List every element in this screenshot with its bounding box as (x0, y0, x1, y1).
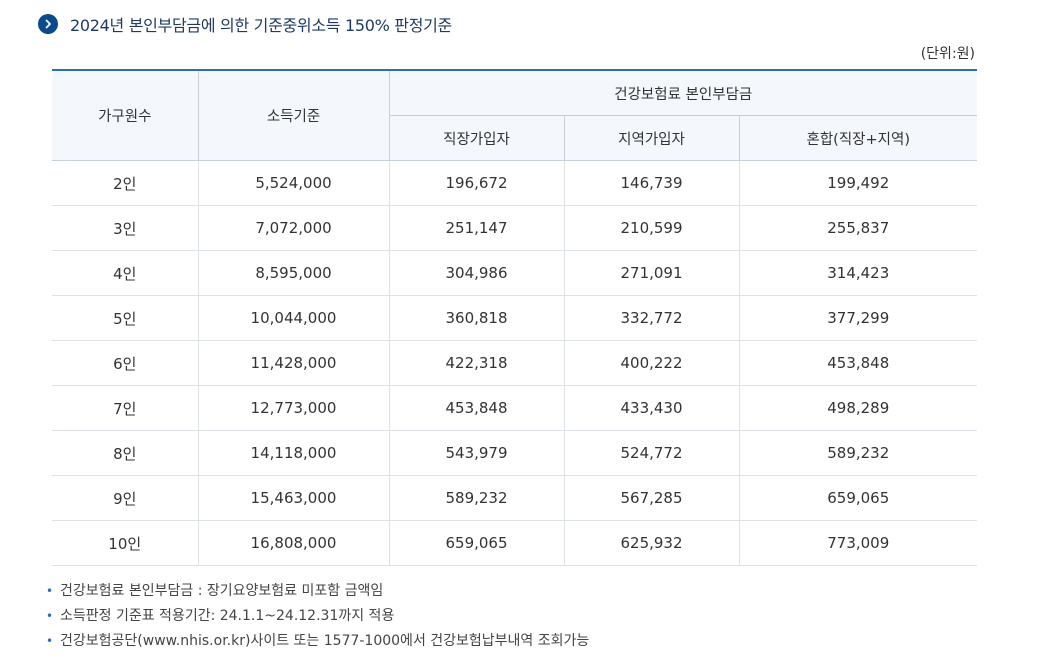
list-item: • 건강보험공단(www.nhis.or.kr)사이트 또는 1577-1000… (46, 631, 589, 656)
cell-employee: 543,979 (389, 430, 565, 476)
cell-employee: 251,147 (389, 205, 565, 251)
table-row: 5인 10,044,000 360,818 332,772 377,299 (52, 295, 977, 341)
cell-mixed: 314,423 (739, 250, 977, 296)
table-row: 8인 14,118,000 543,979 524,772 589,232 (52, 430, 977, 476)
cell-household: 8인 (52, 430, 199, 476)
section-heading: 2024년 본인부담금에 의한 기준중위소득 150% 판정기준 (38, 12, 452, 36)
table-row: 10인 16,808,000 659,065 625,932 773,009 (52, 520, 977, 566)
unit-label: (단위:원) (920, 46, 975, 62)
note-text: 소득판정 기준표 적용기간: 24.1.1~24.12.31까지 적용 (60, 608, 395, 624)
bullet-icon: • (46, 584, 54, 598)
header-regional: 지역가입자 (564, 115, 740, 161)
bullet-icon: • (46, 609, 54, 623)
cell-regional: 400,222 (564, 340, 740, 386)
header-income: 소득기준 (198, 69, 390, 161)
cell-household: 10인 (52, 520, 199, 566)
table-row: 2인 5,524,000 196,672 146,739 199,492 (52, 160, 977, 206)
cell-income: 15,463,000 (198, 475, 390, 521)
cell-mixed: 199,492 (739, 160, 977, 206)
cell-regional: 146,739 (564, 160, 740, 206)
cell-household: 4인 (52, 250, 199, 296)
cell-regional: 271,091 (564, 250, 740, 296)
header-employee: 직장가입자 (389, 115, 565, 161)
cell-regional: 524,772 (564, 430, 740, 476)
cell-income: 14,118,000 (198, 430, 390, 476)
note-text: 건강보험료 본인부담금 : 장기요양보험료 미포함 금액임 (60, 583, 384, 599)
cell-household: 7인 (52, 385, 199, 431)
chevron-right-icon (38, 14, 58, 34)
table-row: 7인 12,773,000 453,848 433,430 498,289 (52, 385, 977, 431)
cell-regional: 567,285 (564, 475, 740, 521)
cell-employee: 360,818 (389, 295, 565, 341)
notes-list: • 건강보험료 본인부담금 : 장기요양보험료 미포함 금액임 • 소득판정 기… (46, 581, 589, 656)
income-criteria-table: 가구원수 소득기준 건강보험료 본인부담금 직장가입자 지역가입자 혼합(직장+… (52, 69, 977, 566)
list-item: • 소득판정 기준표 적용기간: 24.1.1~24.12.31까지 적용 (46, 606, 589, 631)
cell-regional: 433,430 (564, 385, 740, 431)
table-row: 3인 7,072,000 251,147 210,599 255,837 (52, 205, 977, 251)
cell-household: 9인 (52, 475, 199, 521)
cell-mixed: 773,009 (739, 520, 977, 566)
table-row: 9인 15,463,000 589,232 567,285 659,065 (52, 475, 977, 521)
cell-household: 3인 (52, 205, 199, 251)
cell-income: 7,072,000 (198, 205, 390, 251)
cell-mixed: 498,289 (739, 385, 977, 431)
cell-employee: 589,232 (389, 475, 565, 521)
cell-household: 5인 (52, 295, 199, 341)
cell-employee: 453,848 (389, 385, 565, 431)
list-item: • 건강보험료 본인부담금 : 장기요양보험료 미포함 금액임 (46, 581, 589, 606)
cell-regional: 210,599 (564, 205, 740, 251)
cell-income: 8,595,000 (198, 250, 390, 296)
cell-mixed: 659,065 (739, 475, 977, 521)
cell-income: 16,808,000 (198, 520, 390, 566)
cell-employee: 422,318 (389, 340, 565, 386)
cell-employee: 304,986 (389, 250, 565, 296)
cell-income: 12,773,000 (198, 385, 390, 431)
header-household: 가구원수 (52, 69, 199, 161)
bullet-icon: • (46, 634, 54, 648)
cell-income: 10,044,000 (198, 295, 390, 341)
cell-mixed: 255,837 (739, 205, 977, 251)
cell-income: 11,428,000 (198, 340, 390, 386)
cell-mixed: 377,299 (739, 295, 977, 341)
header-mixed: 혼합(직장+지역) (739, 115, 977, 161)
cell-mixed: 453,848 (739, 340, 977, 386)
note-text: 건강보험공단(www.nhis.or.kr)사이트 또는 1577-1000에서… (60, 633, 590, 649)
cell-employee: 196,672 (389, 160, 565, 206)
header-copayment-group: 건강보험료 본인부담금 (389, 69, 977, 116)
cell-household: 6인 (52, 340, 199, 386)
table-row: 4인 8,595,000 304,986 271,091 314,423 (52, 250, 977, 296)
cell-mixed: 589,232 (739, 430, 977, 476)
cell-regional: 332,772 (564, 295, 740, 341)
table-row: 6인 11,428,000 422,318 400,222 453,848 (52, 340, 977, 386)
cell-income: 5,524,000 (198, 160, 390, 206)
cell-household: 2인 (52, 160, 199, 206)
section-title: 2024년 본인부담금에 의한 기준중위소득 150% 판정기준 (70, 16, 452, 35)
cell-regional: 625,932 (564, 520, 740, 566)
cell-employee: 659,065 (389, 520, 565, 566)
